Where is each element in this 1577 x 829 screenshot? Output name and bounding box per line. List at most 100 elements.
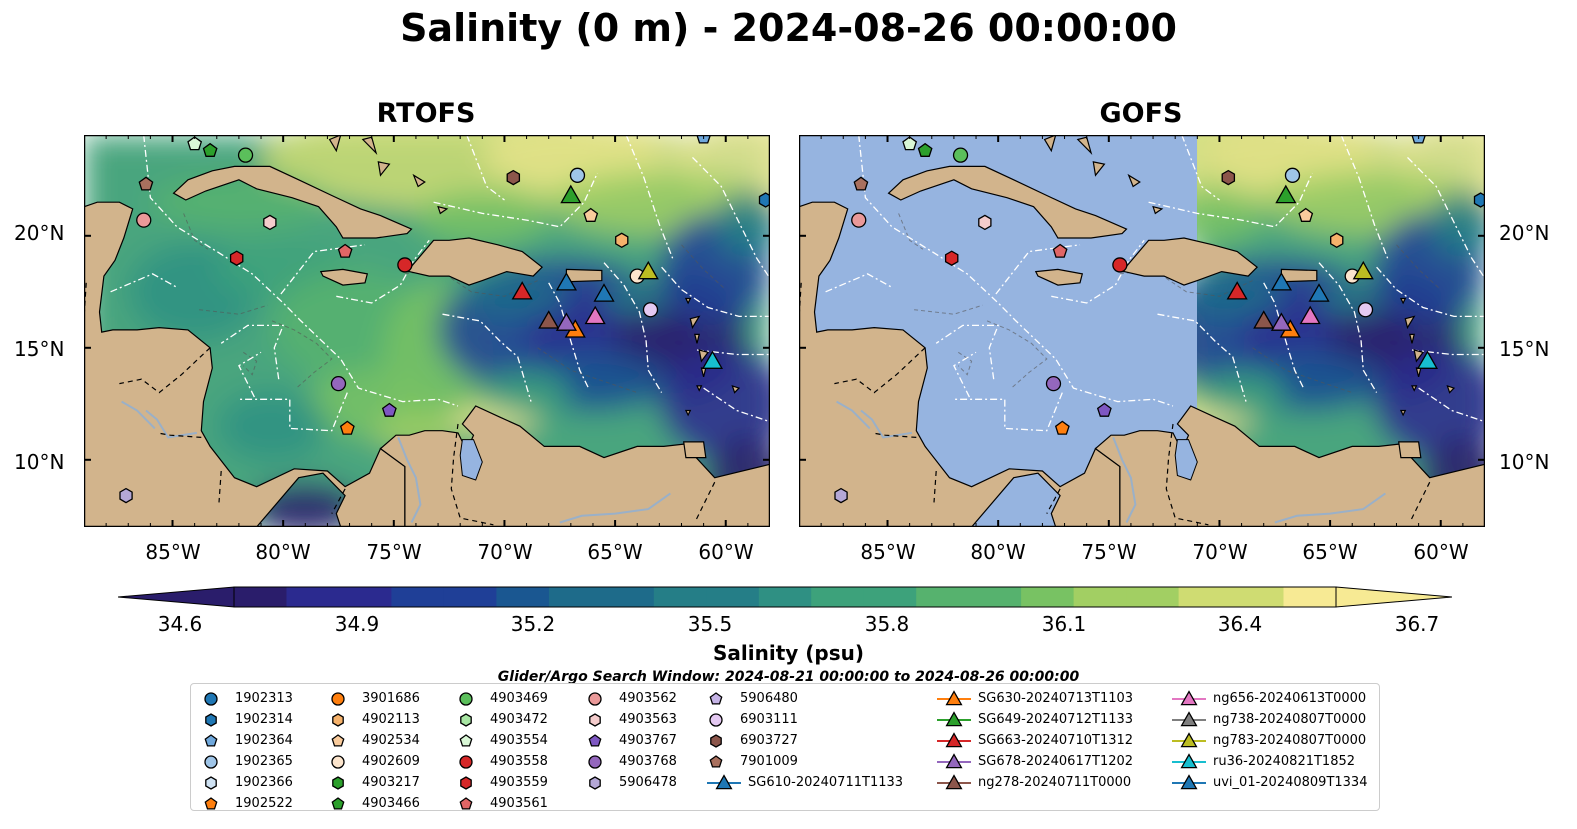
observation-marker xyxy=(1284,167,1301,183)
legend-symbol xyxy=(459,734,473,747)
colorbar-bin xyxy=(286,587,340,607)
legend-symbol xyxy=(459,692,473,706)
legend-label: 4903559 xyxy=(490,775,548,790)
land xyxy=(1034,268,1084,286)
legend-marker xyxy=(204,797,218,810)
legend: 1902313 1902314 1902364 1902365 1902366 19025… xyxy=(190,683,1380,811)
river xyxy=(1274,492,1386,524)
colorbar-bin xyxy=(391,587,445,607)
lon-tick-label: 75°W xyxy=(1081,540,1137,564)
land xyxy=(696,385,703,392)
land xyxy=(887,165,1128,239)
lon-tick-label: 85°W xyxy=(860,540,916,564)
legend-marker xyxy=(205,776,217,790)
legend-symbol xyxy=(205,713,217,727)
land xyxy=(1398,441,1422,459)
legend-symbol xyxy=(331,755,345,769)
observation-marker xyxy=(701,350,724,369)
observation-marker xyxy=(758,192,770,208)
land xyxy=(405,237,544,286)
legend-marker xyxy=(709,692,723,705)
land xyxy=(565,268,603,283)
lake xyxy=(459,439,483,481)
legend-symbol xyxy=(715,774,733,790)
eez-boundary xyxy=(442,313,532,402)
land xyxy=(1092,161,1106,177)
legend-symbol xyxy=(1180,732,1198,748)
country-border xyxy=(450,423,494,526)
observation-marker xyxy=(1054,420,1070,435)
country-border xyxy=(1046,488,1061,514)
observation-marker xyxy=(1052,243,1068,258)
colorbar-bin xyxy=(916,587,970,607)
river xyxy=(1112,437,1137,523)
legend-label: SG630-20240713T1103 xyxy=(978,691,1134,706)
eez-boundary xyxy=(433,172,598,228)
bathymetry-contour xyxy=(537,347,638,394)
observation-marker xyxy=(1299,305,1321,325)
country-border xyxy=(871,432,917,438)
eez-boundary xyxy=(703,387,770,423)
legend-label: 4903767 xyxy=(619,733,677,748)
legend-marker xyxy=(204,692,218,706)
lon-tick-label: 65°W xyxy=(587,540,643,564)
legend-label: SG678-20240617T1202 xyxy=(978,754,1134,769)
legend-marker xyxy=(937,732,971,748)
land xyxy=(1152,205,1164,215)
eez-boundary xyxy=(935,324,1000,380)
observation-marker xyxy=(381,402,397,417)
colorbar-bin xyxy=(1021,587,1075,607)
legend-symbol xyxy=(205,776,217,790)
land xyxy=(1120,237,1259,286)
legend-label: 4903561 xyxy=(490,796,548,811)
legend-marker xyxy=(709,755,723,768)
lon-tick-label: 75°W xyxy=(366,540,422,564)
eez-boundary xyxy=(1340,135,1389,259)
eez-boundary xyxy=(1411,349,1485,356)
legend-label: SG610-20240711T1133 xyxy=(748,775,904,790)
lat-tick-label: 20°N xyxy=(14,221,65,245)
colorbar-bin xyxy=(234,587,288,607)
eez-boundary xyxy=(953,351,977,398)
legend-label: 4903469 xyxy=(490,691,548,706)
land xyxy=(683,441,707,459)
lake xyxy=(1174,439,1198,481)
observation-marker xyxy=(339,420,355,435)
land xyxy=(1404,315,1416,330)
legend-symbol xyxy=(588,755,602,769)
eez-boundary xyxy=(336,239,430,304)
legend-symbol xyxy=(204,797,218,810)
legend-label: 5906478 xyxy=(619,775,677,790)
legend-label: SG663-20240710T1312 xyxy=(978,733,1134,748)
legend-label: 1902364 xyxy=(235,733,293,748)
bathymetry-contour xyxy=(1252,347,1353,394)
colorbar-bin xyxy=(1073,587,1127,607)
legend-label: 1902313 xyxy=(235,691,293,706)
land xyxy=(412,173,426,188)
observation-marker xyxy=(851,212,867,228)
figure-title: Salinity (0 m) - 2024-08-26 00:00:00 xyxy=(400,6,1177,50)
lon-tick-label: 85°W xyxy=(145,540,201,564)
legend-marker xyxy=(331,692,345,706)
legend-marker xyxy=(331,797,345,810)
legend-label: 1902366 xyxy=(235,775,293,790)
eez-boundary xyxy=(825,273,893,293)
land xyxy=(684,409,692,417)
observation-marker xyxy=(330,375,347,392)
land xyxy=(694,333,700,344)
legend-marker xyxy=(459,755,473,769)
colorbar-bin xyxy=(706,587,760,607)
legend-symbol xyxy=(332,776,344,790)
country-border xyxy=(119,347,211,394)
colorbar xyxy=(118,586,1452,608)
legend-symbol xyxy=(588,734,602,747)
country-border xyxy=(331,488,346,514)
country-border xyxy=(694,481,716,523)
colorbar-bin xyxy=(1126,587,1180,607)
river xyxy=(860,409,913,439)
legend-symbol xyxy=(332,713,344,727)
legend-label: 5906480 xyxy=(740,691,798,706)
legend-marker xyxy=(205,713,217,727)
legend-symbol xyxy=(460,776,472,790)
land xyxy=(319,268,369,286)
